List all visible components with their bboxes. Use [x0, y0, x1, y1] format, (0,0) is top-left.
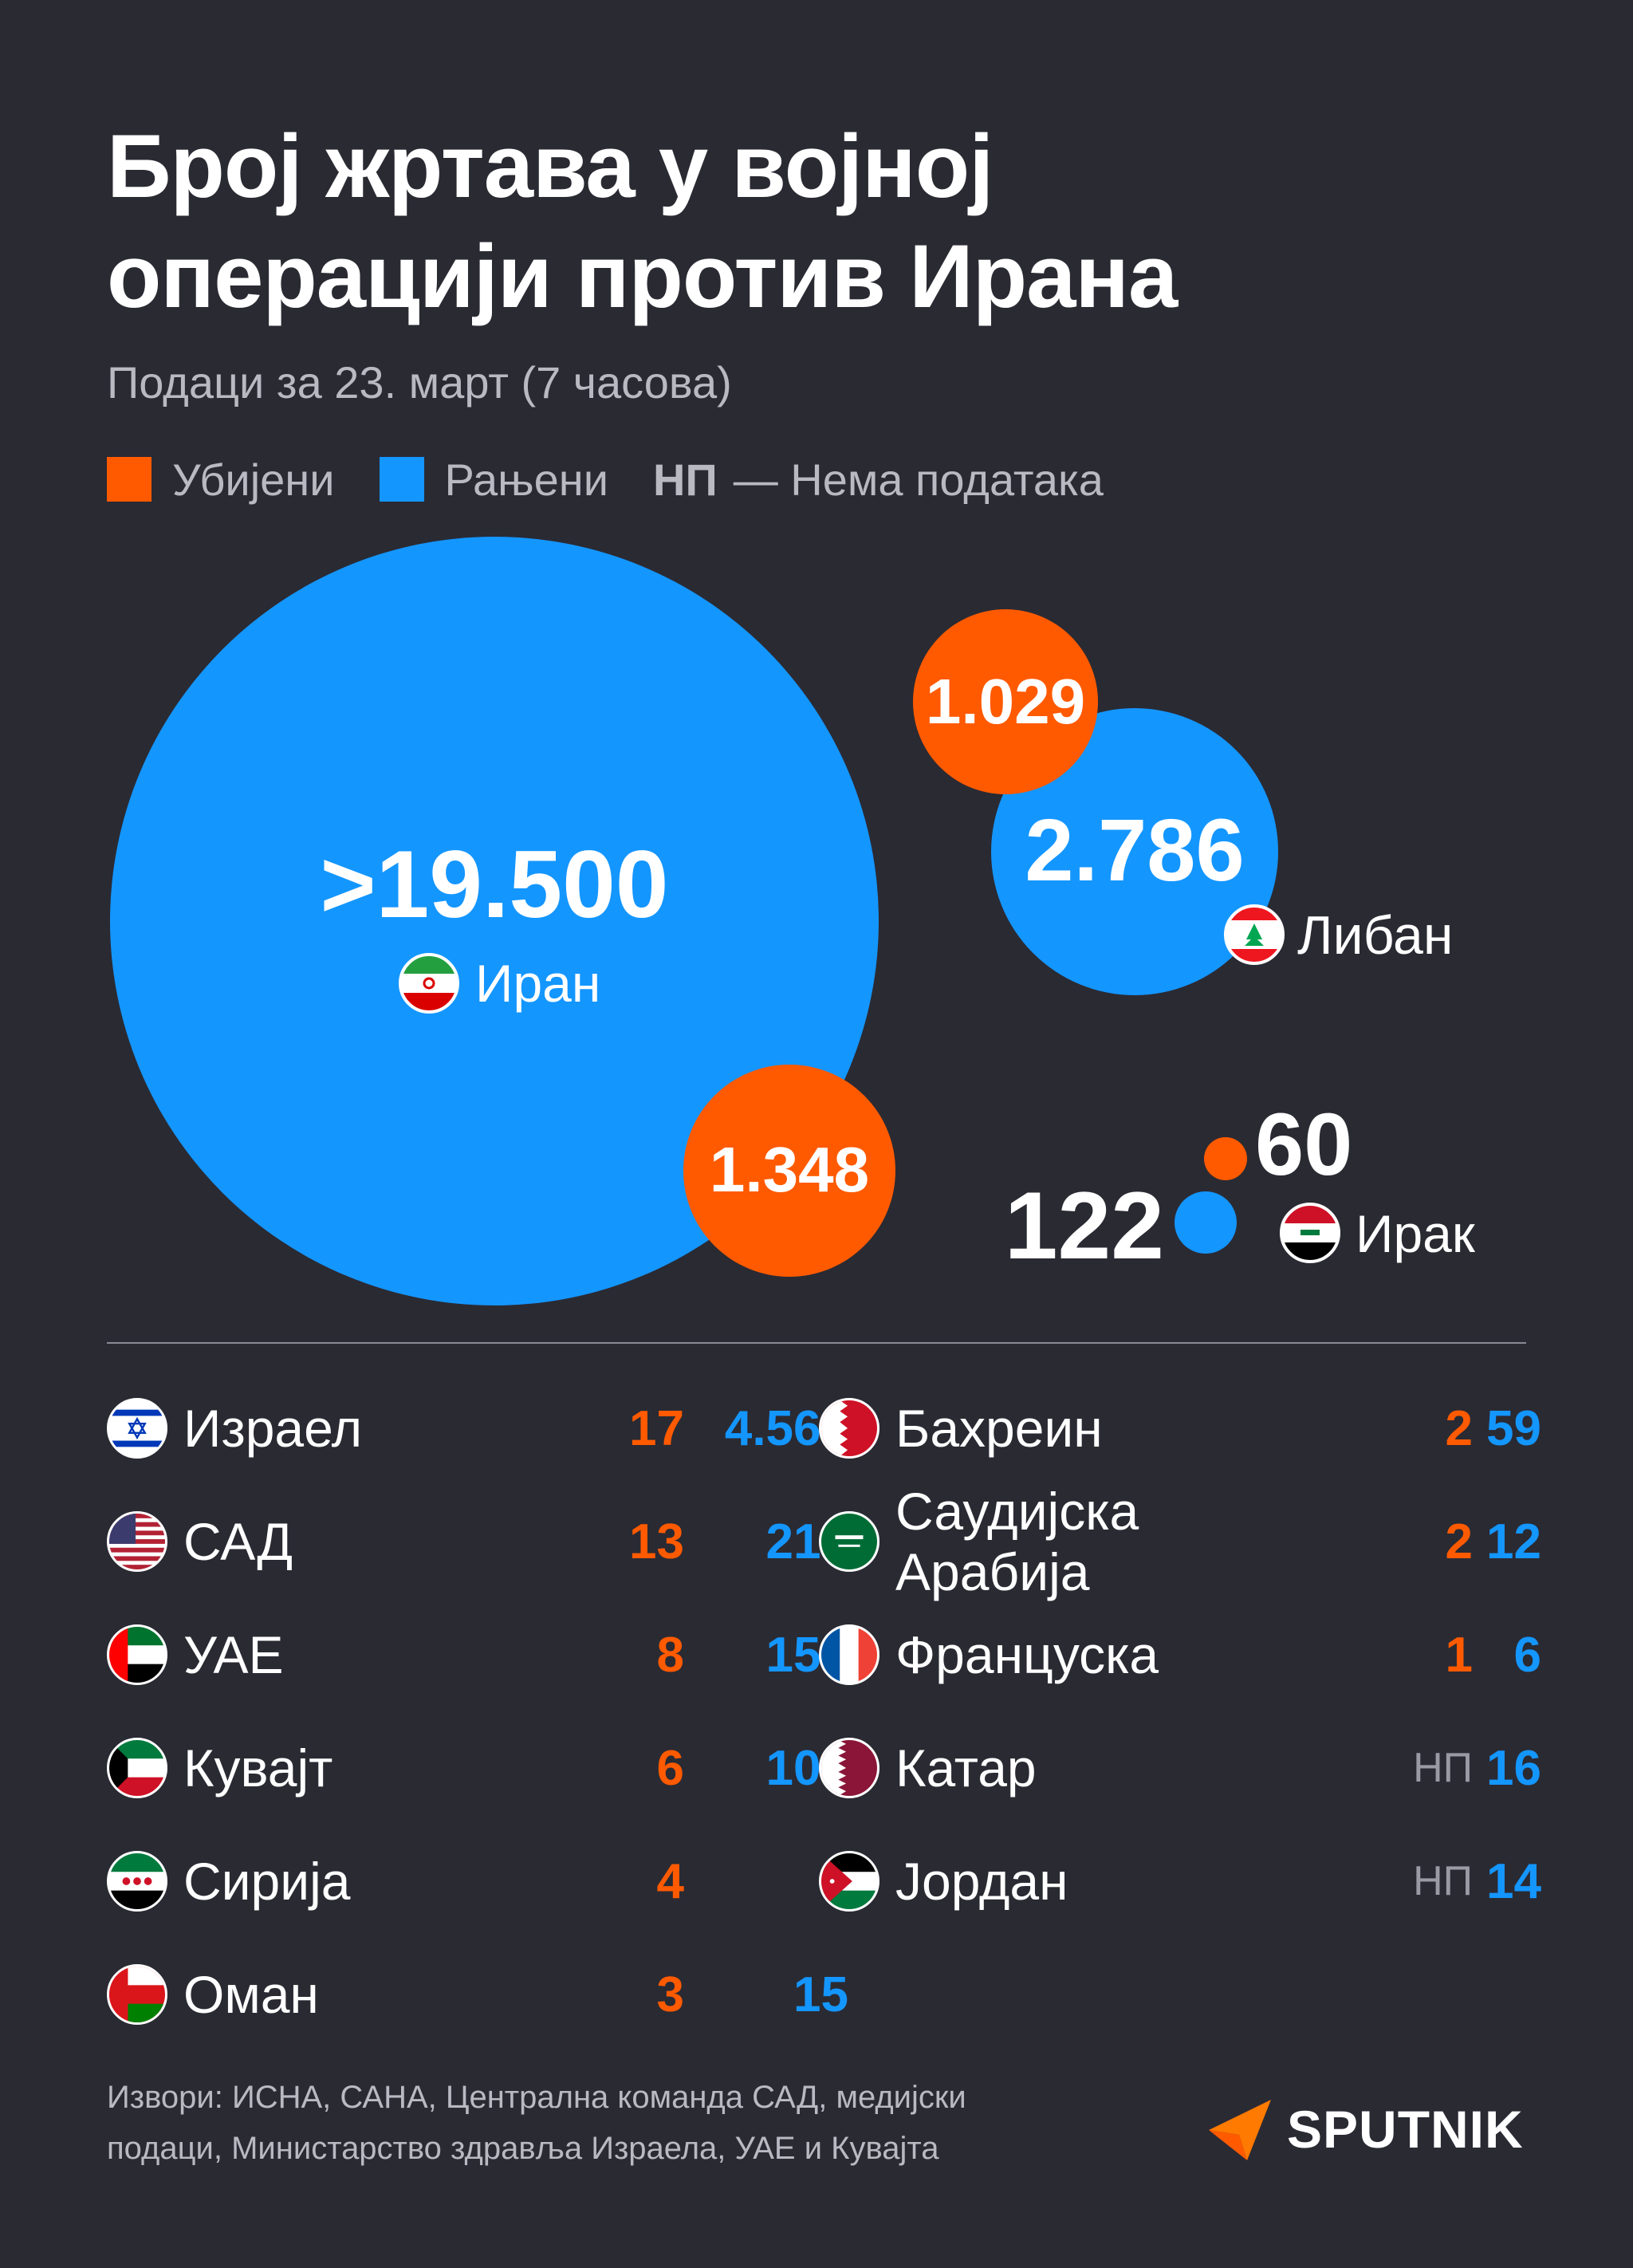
wounded-value: 14	[1486, 1853, 1541, 1909]
bubble-iraq-killed	[1204, 1137, 1247, 1180]
sputnik-logo-icon	[1209, 2100, 1271, 2160]
title-line-2: операцији против Ирана	[107, 226, 1178, 326]
table-row: Израел 17 4.564	[107, 1372, 848, 1485]
country-name: Израел	[183, 1399, 363, 1458]
bubble-lebanon-country: Либан	[1297, 905, 1453, 966]
killed-value: НП	[1413, 1858, 1473, 1904]
syria-flag-icon	[107, 1851, 167, 1912]
legend: Убијени Рањени НП — Нема података	[107, 451, 1148, 508]
country-name-line2: Арабија	[895, 1542, 1090, 1601]
legend-killed-label: Убијени	[172, 454, 335, 505]
bahrain-flag-icon	[819, 1398, 879, 1459]
bubble-iran-country: Иран	[475, 954, 600, 1013]
table-row: Кувајт 6 106	[107, 1711, 848, 1825]
killed-value: 1	[1445, 1627, 1473, 1683]
lebanon-flag-icon	[1224, 904, 1285, 965]
legend-np-text: — Нема података	[733, 454, 1104, 505]
killed-value: 13	[629, 1514, 684, 1569]
legend-wounded-label: Рањени	[444, 454, 609, 505]
bubble-iraq-wounded-label: 122	[1005, 1172, 1164, 1279]
jordan-flag-icon	[819, 1851, 879, 1912]
table-row: Француска 1 6	[819, 1598, 1541, 1711]
legend-killed: Убијени	[107, 454, 335, 506]
wounded-value: 12	[1486, 1514, 1541, 1569]
country-name: Саудијска Арабија	[895, 1481, 1473, 1602]
table-left: Израел 17 4.564 САД 13 210 УАЕ 8 158 Кув…	[107, 1372, 848, 2051]
sources-line-1: Извори: ИСНА, САНА, Централна команда СА…	[107, 2080, 966, 2115]
usa-flag-icon	[107, 1511, 167, 1572]
legend-np-abbr: НП	[653, 454, 718, 505]
country-name: Француска	[895, 1625, 1159, 1684]
table-row: Јордан НП 14	[819, 1825, 1541, 1938]
legend-wounded: Рањени	[379, 454, 609, 506]
country-name: САД	[183, 1512, 293, 1571]
country-name-line1: Саудијска	[895, 1482, 1139, 1541]
israel-flag-icon	[107, 1398, 167, 1459]
table-row: Оман 3 15	[107, 1938, 848, 2051]
legend-wounded-swatch	[379, 457, 424, 502]
killed-value: 8	[656, 1627, 684, 1683]
wounded-value: 6	[1513, 1627, 1541, 1683]
country-name: Сирија	[183, 1852, 351, 1911]
sources: Извори: ИСНА, САНА, Централна команда СА…	[107, 2072, 1175, 2174]
country-name: Катар	[895, 1738, 1037, 1797]
country-name: Бахреин	[895, 1399, 1103, 1458]
brand-name: SPUTNIK	[1287, 2100, 1524, 2159]
killed-value: 3	[656, 1967, 684, 2022]
bubble-iran-wounded-label: >19.500	[320, 831, 668, 938]
iran-flag-icon	[399, 953, 459, 1014]
iraq-flag-icon	[1280, 1203, 1340, 1263]
subtitle: Подаци за 23. март (7 часова)	[107, 357, 732, 408]
divider	[107, 1342, 1526, 1344]
killed-value: 2	[1445, 1514, 1473, 1569]
wounded-value: 15	[793, 1967, 848, 2022]
country-name: Јордан	[895, 1852, 1068, 1911]
killed-value: 2	[1445, 1400, 1473, 1456]
kuwait-flag-icon	[107, 1738, 167, 1798]
bubble-chart: >19.500 Иран 1.348 2.786 1.029 Либан 122…	[110, 537, 1476, 1305]
sources-line-2: подаци, Министарство здравља Израела, УА…	[107, 2131, 939, 2166]
uae-flag-icon	[107, 1624, 167, 1685]
legend-killed-swatch	[107, 457, 151, 502]
table-row: Бахреин 2 59	[819, 1372, 1541, 1485]
page-title: Број жртава у војној операцији против Ир…	[107, 112, 1542, 332]
bubble-lebanon-wounded	[991, 708, 1278, 995]
country-name: Оман	[183, 1965, 319, 2024]
france-flag-icon	[819, 1624, 879, 1685]
killed-value: 4	[656, 1853, 684, 1909]
table-row: Саудијска Арабија 2 12	[819, 1482, 1541, 1601]
table-row: Сирија 4 8	[107, 1825, 848, 1938]
table-row: САД 13 210	[107, 1485, 848, 1598]
brand-logo: SPUTNIK	[1204, 2089, 1524, 2169]
country-name: УАЕ	[183, 1625, 284, 1684]
wounded-value: 16	[1486, 1740, 1541, 1796]
saudi-flag-icon	[819, 1511, 879, 1572]
bubble-iran-killed	[683, 1065, 895, 1277]
bubble-iran-wounded	[110, 537, 879, 1305]
killed-value: НП	[1413, 1745, 1473, 1791]
bubble-iraq-wounded	[1175, 1191, 1237, 1254]
killed-value: 17	[629, 1400, 684, 1456]
legend-np: НП — Нема података	[653, 454, 1104, 506]
table-row: Катар НП 16	[819, 1711, 1541, 1825]
oman-flag-icon	[107, 1964, 167, 2025]
bubble-lebanon-killed	[913, 609, 1098, 794]
bubble-lebanon-wounded-label: 2.786	[1025, 801, 1244, 900]
country-name: Кувајт	[183, 1738, 333, 1797]
bubble-lebanon-killed-label: 1.029	[926, 666, 1085, 737]
killed-value: 6	[656, 1740, 684, 1796]
bubble-iran-killed-label: 1.348	[710, 1134, 869, 1205]
wounded-value: 59	[1486, 1400, 1541, 1456]
qatar-flag-icon	[819, 1738, 879, 1798]
bubble-iraq-country: Ирак	[1356, 1204, 1476, 1263]
bubble-iraq-killed-label: 60	[1255, 1096, 1352, 1194]
table-right: Бахреин 2 59 Саудијска Арабија 2 12 Фран…	[819, 1372, 1541, 1938]
table-row: УАЕ 8 158	[107, 1598, 848, 1711]
title-line-1: Број жртава у војној	[107, 116, 994, 216]
